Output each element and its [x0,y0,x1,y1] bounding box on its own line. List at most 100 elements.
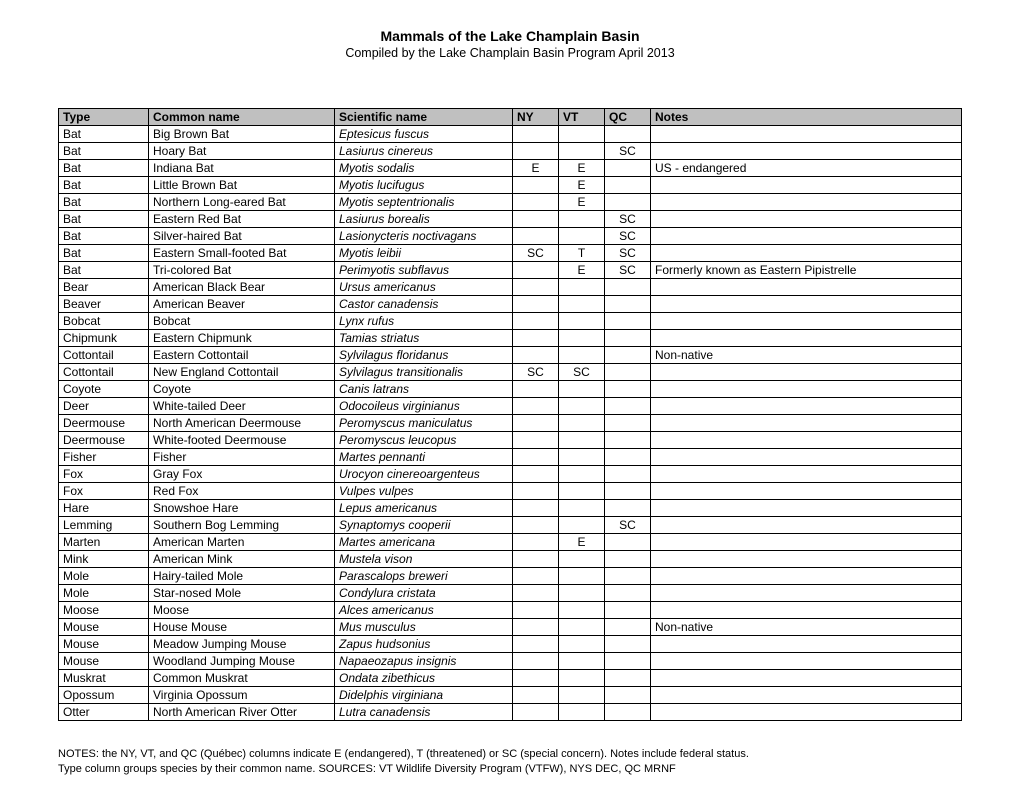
cell-qc [605,194,651,211]
cell-type: Cottontail [59,364,149,381]
cell-sci: Perimyotis subflavus [335,262,513,279]
table-header-row: Type Common name Scientific name NY VT Q… [59,109,962,126]
cell-vt [559,653,605,670]
cell-vt [559,330,605,347]
cell-common: House Mouse [149,619,335,636]
col-header-sci: Scientific name [335,109,513,126]
cell-ny [513,177,559,194]
cell-common: White-tailed Deer [149,398,335,415]
cell-vt: E [559,177,605,194]
table-row: BatIndiana BatMyotis sodalisEEUS - endan… [59,160,962,177]
cell-type: Lemming [59,517,149,534]
cell-vt [559,568,605,585]
cell-ny: E [513,160,559,177]
cell-sci: Alces americanus [335,602,513,619]
cell-qc [605,704,651,721]
cell-vt [559,228,605,245]
cell-qc [605,636,651,653]
cell-type: Moose [59,602,149,619]
cell-sci: Martes americana [335,534,513,551]
document-page: Mammals of the Lake Champlain Basin Comp… [0,0,1020,788]
cell-qc [605,483,651,500]
cell-vt [559,517,605,534]
cell-vt [559,449,605,466]
cell-sci: Eptesicus fuscus [335,126,513,143]
cell-notes [651,177,962,194]
cell-vt [559,126,605,143]
cell-sci: Condylura cristata [335,585,513,602]
cell-vt [559,500,605,517]
cell-sci: Urocyon cinereoargenteus [335,466,513,483]
cell-notes [651,381,962,398]
cell-ny [513,211,559,228]
cell-common: Red Fox [149,483,335,500]
cell-common: Tri-colored Bat [149,262,335,279]
cell-vt [559,143,605,160]
cell-common: Woodland Jumping Mouse [149,653,335,670]
cell-ny [513,126,559,143]
table-row: BatNorthern Long-eared BatMyotis septent… [59,194,962,211]
table-row: FisherFisherMartes pennanti [59,449,962,466]
cell-sci: Peromyscus leucopus [335,432,513,449]
col-header-common: Common name [149,109,335,126]
cell-common: Little Brown Bat [149,177,335,194]
cell-ny [513,262,559,279]
col-header-type: Type [59,109,149,126]
cell-common: Hairy-tailed Mole [149,568,335,585]
cell-type: Fisher [59,449,149,466]
cell-notes [651,483,962,500]
cell-vt [559,279,605,296]
cell-vt [559,296,605,313]
table-row: MartenAmerican MartenMartes americanaE [59,534,962,551]
cell-notes [651,194,962,211]
cell-sci: Canis latrans [335,381,513,398]
cell-common: Snowshoe Hare [149,500,335,517]
cell-type: Opossum [59,687,149,704]
cell-notes [651,432,962,449]
cell-notes [651,330,962,347]
cell-sci: Myotis septentrionalis [335,194,513,211]
cell-vt [559,398,605,415]
cell-qc [605,687,651,704]
cell-ny [513,602,559,619]
cell-ny: SC [513,364,559,381]
table-row: DeerWhite-tailed DeerOdocoileus virginia… [59,398,962,415]
table-row: OtterNorth American River OtterLutra can… [59,704,962,721]
cell-qc: SC [605,245,651,262]
cell-ny [513,704,559,721]
cell-sci: Lutra canadensis [335,704,513,721]
cell-common: Eastern Cottontail [149,347,335,364]
cell-common: Common Muskrat [149,670,335,687]
cell-sci: Mustela vison [335,551,513,568]
table-row: LemmingSouthern Bog LemmingSynaptomys co… [59,517,962,534]
cell-ny [513,228,559,245]
cell-vt [559,483,605,500]
cell-ny [513,483,559,500]
cell-qc [605,466,651,483]
cell-qc [605,126,651,143]
cell-vt [559,619,605,636]
cell-sci: Castor canadensis [335,296,513,313]
cell-notes [651,517,962,534]
cell-notes: US - endangered [651,160,962,177]
cell-type: Bat [59,126,149,143]
cell-qc [605,296,651,313]
cell-ny [513,500,559,517]
cell-vt [559,211,605,228]
cell-common: Fisher [149,449,335,466]
cell-common: Silver-haired Bat [149,228,335,245]
table-row: HareSnowshoe HareLepus americanus [59,500,962,517]
cell-ny [513,330,559,347]
table-row: FoxRed FoxVulpes vulpes [59,483,962,500]
cell-notes [651,466,962,483]
table-row: BatBig Brown BatEptesicus fuscus [59,126,962,143]
cell-sci: Peromyscus maniculatus [335,415,513,432]
cell-qc: SC [605,143,651,160]
cell-type: Bat [59,177,149,194]
table-row: FoxGray FoxUrocyon cinereoargenteus [59,466,962,483]
cell-notes [651,211,962,228]
cell-notes [651,279,962,296]
cell-vt [559,313,605,330]
cell-type: Fox [59,483,149,500]
cell-type: Mink [59,551,149,568]
